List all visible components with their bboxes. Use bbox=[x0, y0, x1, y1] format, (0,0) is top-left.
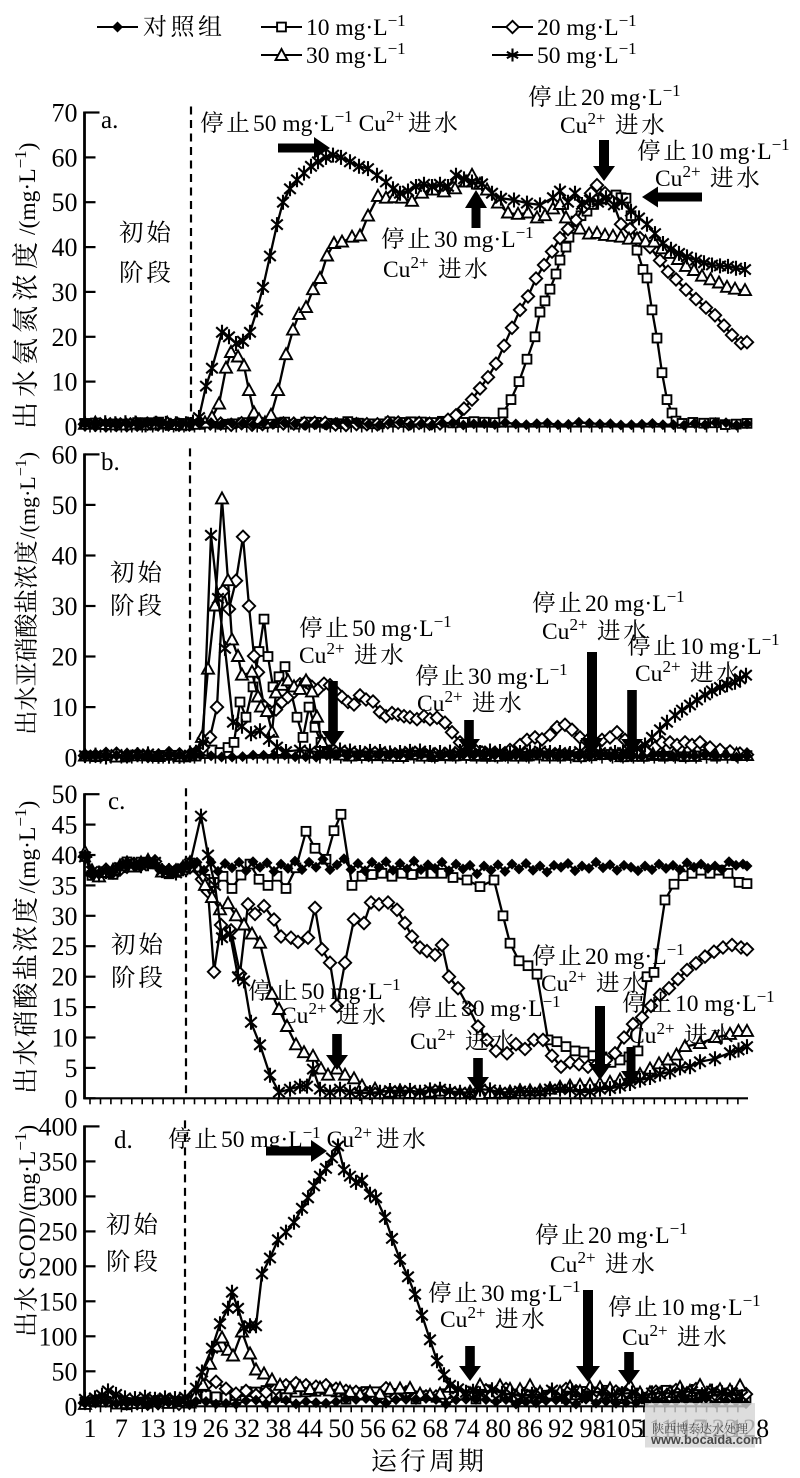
svg-text:32: 32 bbox=[234, 1414, 260, 1443]
svg-text:10: 10 bbox=[52, 693, 78, 722]
svg-text:200: 200 bbox=[39, 1252, 78, 1281]
svg-text:50: 50 bbox=[52, 491, 78, 520]
svg-text:b.: b. bbox=[101, 449, 120, 476]
svg-text:1: 1 bbox=[84, 1414, 97, 1443]
svg-text:250: 250 bbox=[39, 1217, 78, 1246]
svg-text:Cu2+: Cu2+ bbox=[560, 109, 606, 139]
svg-text:30: 30 bbox=[52, 902, 78, 931]
svg-text:10: 10 bbox=[52, 1024, 78, 1053]
svg-text:68: 68 bbox=[423, 1414, 449, 1443]
svg-text:a.: a. bbox=[101, 107, 118, 134]
svg-text:400: 400 bbox=[39, 1112, 78, 1141]
svg-text:0: 0 bbox=[65, 413, 78, 442]
svg-text:30: 30 bbox=[52, 592, 78, 621]
svg-text:74: 74 bbox=[454, 1414, 480, 1443]
svg-text:40: 40 bbox=[52, 841, 78, 870]
svg-text:0: 0 bbox=[65, 1392, 78, 1421]
svg-text:40: 40 bbox=[52, 233, 78, 262]
svg-text:350: 350 bbox=[39, 1147, 78, 1176]
svg-text:38: 38 bbox=[266, 1414, 292, 1443]
svg-text:60: 60 bbox=[52, 143, 78, 172]
svg-text:20 mg·L−1: 20 mg·L−1 bbox=[581, 81, 681, 111]
svg-text:86: 86 bbox=[517, 1414, 543, 1443]
svg-text:/(mg·L−1): /(mg·L−1) bbox=[11, 143, 41, 236]
svg-text:13: 13 bbox=[140, 1414, 166, 1443]
svg-text:20: 20 bbox=[52, 643, 78, 672]
svg-text:50 mg·L−1 Cu2+: 50 mg·L−1 Cu2+ bbox=[253, 107, 404, 137]
svg-text:Cu2+: Cu2+ bbox=[440, 1303, 486, 1333]
svg-text:150: 150 bbox=[39, 1287, 78, 1316]
svg-text:Cu2+: Cu2+ bbox=[635, 657, 681, 687]
svg-text:Cu2+: Cu2+ bbox=[550, 1248, 596, 1278]
svg-text:20: 20 bbox=[52, 963, 78, 992]
svg-text:www.bocaida.com: www.bocaida.com bbox=[650, 1432, 762, 1447]
svg-text:50: 50 bbox=[52, 188, 78, 217]
svg-text:0: 0 bbox=[65, 1084, 78, 1113]
svg-text:/(mg·L−1): /(mg·L−1) bbox=[11, 801, 41, 894]
svg-text:50: 50 bbox=[52, 1357, 78, 1386]
svg-text:30: 30 bbox=[52, 278, 78, 307]
svg-text:62: 62 bbox=[391, 1414, 417, 1443]
svg-text:45: 45 bbox=[52, 811, 78, 840]
svg-text:15: 15 bbox=[52, 993, 78, 1022]
svg-text:25: 25 bbox=[52, 932, 78, 961]
svg-text:7: 7 bbox=[115, 1414, 128, 1443]
svg-text:40: 40 bbox=[52, 542, 78, 571]
svg-text:d.: d. bbox=[114, 1127, 133, 1154]
svg-text:105: 105 bbox=[605, 1414, 644, 1443]
svg-text:35: 35 bbox=[52, 871, 78, 900]
svg-text:60: 60 bbox=[52, 440, 78, 469]
svg-text:0: 0 bbox=[65, 744, 78, 773]
svg-text:26: 26 bbox=[203, 1414, 229, 1443]
svg-text:10: 10 bbox=[52, 368, 78, 397]
svg-text:70: 70 bbox=[52, 99, 78, 128]
svg-text:10 mg·L−1: 10 mg·L−1 bbox=[690, 135, 790, 165]
svg-text:98: 98 bbox=[580, 1414, 606, 1443]
svg-text:c.: c. bbox=[108, 788, 125, 815]
svg-text:19: 19 bbox=[171, 1414, 197, 1443]
svg-text:300: 300 bbox=[39, 1182, 78, 1211]
svg-text:100: 100 bbox=[39, 1322, 78, 1351]
svg-text:50: 50 bbox=[52, 780, 78, 809]
svg-text:5: 5 bbox=[65, 1054, 78, 1083]
svg-text:56: 56 bbox=[360, 1414, 386, 1443]
svg-text:Cu2+: Cu2+ bbox=[629, 1019, 675, 1049]
svg-text:92: 92 bbox=[548, 1414, 574, 1443]
svg-text:80: 80 bbox=[485, 1414, 511, 1443]
svg-text:20: 20 bbox=[52, 323, 78, 352]
svg-text:50: 50 bbox=[328, 1414, 354, 1443]
svg-text:44: 44 bbox=[297, 1414, 323, 1443]
